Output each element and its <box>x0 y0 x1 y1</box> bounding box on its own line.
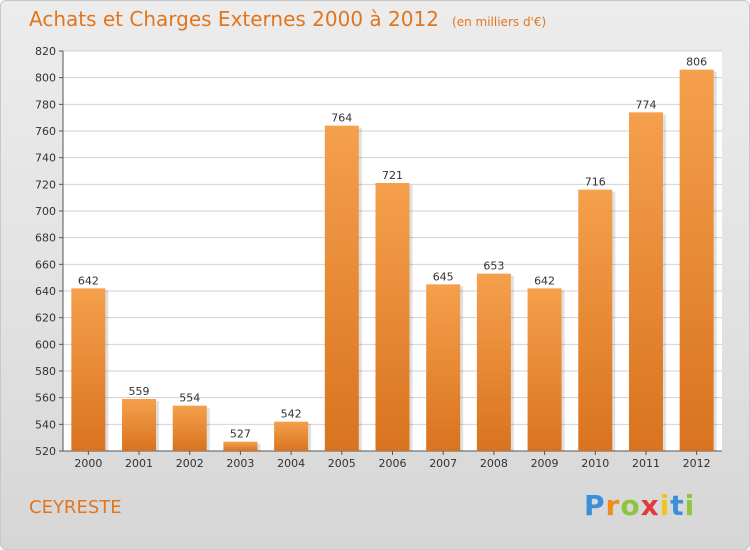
bar <box>426 284 461 451</box>
bar <box>324 125 359 452</box>
data-label: 774 <box>635 98 656 111</box>
data-label: 542 <box>281 408 302 421</box>
x-tick-label: 2002 <box>176 457 204 470</box>
data-label: 527 <box>230 428 251 441</box>
y-tick-label: 740 <box>35 152 56 165</box>
x-tick-label: 2005 <box>328 457 356 470</box>
x-tick-label: 2010 <box>581 457 609 470</box>
city-label: CEYRESTE <box>29 497 122 518</box>
y-tick-label: 720 <box>35 178 56 191</box>
logo-letter: i <box>659 489 671 522</box>
data-label: 642 <box>534 274 555 287</box>
bar <box>223 441 258 451</box>
y-tick-label: 580 <box>35 365 56 378</box>
bar <box>172 405 207 451</box>
y-tick-label: 660 <box>35 258 56 271</box>
bar <box>122 399 157 451</box>
y-tick-label: 540 <box>35 418 56 431</box>
bar <box>578 189 613 451</box>
y-tick-label: 640 <box>35 285 56 298</box>
x-tick-label: 2008 <box>480 457 508 470</box>
bar <box>628 112 663 451</box>
data-label: 559 <box>129 385 150 398</box>
logo-letter: x <box>640 489 660 522</box>
y-tick-label: 760 <box>35 125 56 138</box>
bar <box>527 288 562 451</box>
y-tick-label: 620 <box>35 312 56 325</box>
y-tick-label: 600 <box>35 338 56 351</box>
data-label: 721 <box>382 169 403 182</box>
chart-unit-note: (en milliers d'€) <box>452 15 547 29</box>
logo-letter: o <box>620 489 641 522</box>
y-tick-label: 700 <box>35 205 56 218</box>
x-tick-label: 2012 <box>683 457 711 470</box>
y-tick-label: 520 <box>35 445 56 458</box>
data-label: 653 <box>483 260 504 273</box>
data-label: 645 <box>433 270 454 283</box>
y-tick-label: 820 <box>35 45 56 58</box>
data-label: 716 <box>585 176 606 189</box>
data-label: 642 <box>78 274 99 287</box>
chart-title: Achats et Charges Externes 2000 à 2012 <box>29 7 439 31</box>
bar <box>476 273 511 451</box>
x-tick-label: 2000 <box>74 457 102 470</box>
bar <box>375 183 410 451</box>
logo-letter: r <box>605 489 621 522</box>
x-tick-label: 2001 <box>125 457 153 470</box>
chart-title-block: Achats et Charges Externes 2000 à 2012 (… <box>29 7 546 31</box>
x-tick-label: 2003 <box>226 457 254 470</box>
x-tick-label: 2006 <box>379 457 407 470</box>
x-tick-label: 2011 <box>632 457 660 470</box>
bar <box>274 421 309 451</box>
data-label: 554 <box>179 392 200 405</box>
y-tick-label: 800 <box>35 72 56 85</box>
logo-letter: t <box>670 489 685 522</box>
y-tick-label: 560 <box>35 392 56 405</box>
logo-letter: i <box>684 489 696 522</box>
bar <box>71 288 106 451</box>
x-tick-label: 2007 <box>429 457 457 470</box>
y-tick-label: 780 <box>35 98 56 111</box>
bar <box>679 69 714 452</box>
logo-letter: P <box>584 489 606 522</box>
x-tick-label: 2009 <box>531 457 559 470</box>
proxiti-logo: Proxiti <box>584 489 695 522</box>
y-tick-label: 680 <box>35 232 56 245</box>
data-label: 764 <box>331 112 352 125</box>
data-label: 806 <box>686 56 707 69</box>
x-tick-label: 2004 <box>277 457 305 470</box>
